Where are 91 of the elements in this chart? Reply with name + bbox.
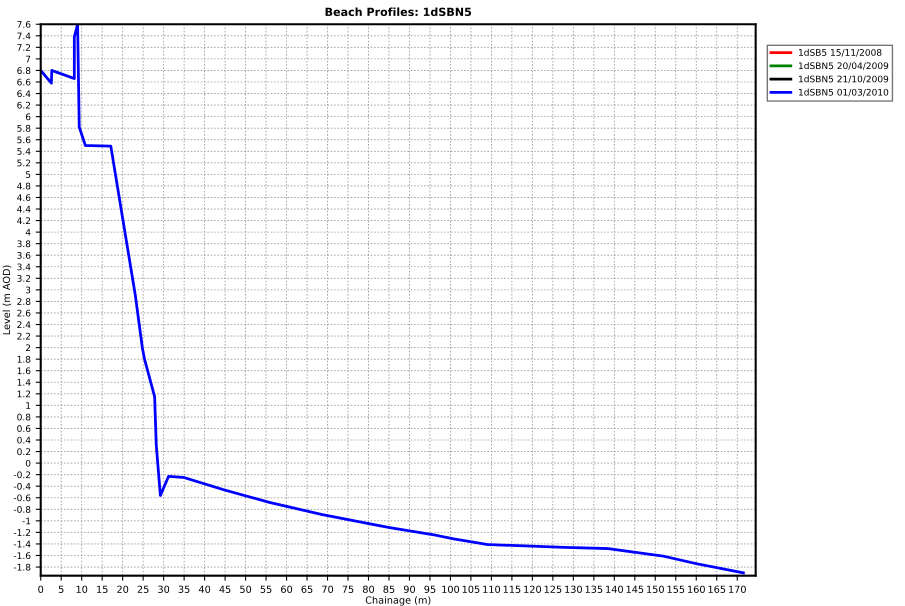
x-tick-label: 80 [362,586,374,593]
y-tick-label: -1.6 [14,552,30,560]
y-tick-label: 7.6 [17,20,30,28]
x-tick-label: 70 [322,586,334,593]
x-tick-label: 95 [424,586,436,593]
x-tick-label: 105 [462,586,480,593]
x-tick-label: 60 [281,586,292,593]
x-tick-label: 65 [302,586,312,593]
x-tick-label: 140 [606,586,623,593]
y-tick-label: 4 [26,228,30,236]
y-tick-label: -0.2 [14,471,30,478]
x-tick-label: 25 [138,586,148,593]
y-tick-label: 6.4 [17,90,30,98]
y-tick-label: 5.6 [17,136,30,144]
y-tick-label: 3.6 [17,252,30,259]
x-tick-label: 0 [38,586,44,593]
y-tick-label: -0.8 [14,506,30,513]
x-tick-label: 30 [158,586,170,593]
x-tick-label: 5 [58,586,64,593]
x-tick-label: 165 [708,586,726,593]
line-series [40,24,745,574]
y-tick-label: -1.4 [14,540,30,548]
y-tick-label: 0 [26,460,30,467]
y-tick-label: 6.6 [17,78,30,86]
x-tick-label: 150 [647,586,664,593]
y-tick-label: 5.2 [17,160,30,166]
x-tick-label: 20 [117,586,128,593]
y-tick-label: -0.4 [14,482,30,490]
x-tick-label: 155 [668,586,684,593]
y-tick-label: 3.2 [17,275,30,282]
x-tick-label: 45 [219,586,230,593]
x-axis-title: Chainage (m) [366,596,430,606]
x-tick-label: 75 [342,586,354,593]
y-tick-label: 2.2 [17,332,30,340]
x-tick-label: 130 [565,586,582,593]
y-tick-label: -1.8 [14,564,30,571]
y-tick-label: 7.4 [17,32,30,40]
y-tick-label: 2.8 [17,298,30,305]
y-tick-label: 1.8 [18,356,30,363]
y-tick-label: 1.4 [18,379,30,386]
y-tick-label: 5 [26,171,30,178]
y-tick-label: 3.4 [17,263,30,270]
legend-label: 1dSB5 15/11/2008 [799,48,882,57]
x-tick-label: 90 [404,586,416,593]
y-tick-label: -1.2 [14,529,30,536]
x-tick-label: 120 [524,586,542,593]
x-tick-label: 35 [178,586,190,593]
y-tick-label: 1.2 [18,390,30,398]
y-tick-label: 4.8 [17,182,30,190]
x-tick-label: 110 [483,586,500,593]
y-tick-label: 4.6 [17,194,30,202]
y-tick-label: 2.6 [17,310,30,317]
x-tick-label: 125 [544,586,562,593]
x-tick-label: 40 [198,586,210,593]
x-tick-label: 10 [76,586,88,593]
y-tick-label: 2 [26,344,30,352]
x-tick-label: 115 [504,586,520,593]
y-tick-label: 5.4 [17,148,30,155]
y-tick-label: 1.6 [18,367,30,374]
y-tick-label: 3.8 [17,240,30,248]
y-axis-title: Level (m AOD) [2,266,12,334]
y-tick-label: 4.4 [17,206,30,212]
y-tick-label: 0.4 [17,436,30,444]
x-tick-label: 15 [97,586,108,593]
x-tick-label: 160 [688,586,705,593]
x-tick-label: 135 [586,586,602,593]
y-tick-label: -1 [22,518,30,524]
y-tick-label: 3 [26,286,30,294]
x-tick-label: 145 [626,586,644,593]
y-tick-label: 7 [26,56,30,62]
y-tick-label: 0.2 [17,448,30,456]
x-tick-label: 50 [240,586,252,593]
x-tick-label: 85 [383,586,394,593]
legend-label: 1dSBN5 01/03/2010 [799,88,888,96]
y-tick-label: 2.4 [17,321,30,328]
y-tick-label: -0.6 [14,494,30,502]
x-tick-label: 100 [442,586,460,593]
y-tick-label: 5.8 [17,124,30,132]
legend-label: 1dSBN5 20/04/2009 [799,62,888,70]
chart-title: Beach Profiles: 1dSBN5 [326,7,472,16]
legend-label: 1dSBN5 21/10/2009 [799,75,888,84]
y-tick-label: 0.8 [17,414,30,420]
y-tick-label: 7.2 [17,44,30,51]
y-tick-label: 1 [26,402,30,409]
x-tick-label: 55 [260,586,272,593]
y-tick-label: 6 [26,113,30,120]
y-tick-label: 0.6 [17,425,30,432]
x-tick-label: 170 [729,586,746,593]
y-tick-label: 6.8 [17,67,30,74]
y-tick-label: 6.2 [17,102,30,109]
y-tick-label: 4.2 [17,217,30,224]
